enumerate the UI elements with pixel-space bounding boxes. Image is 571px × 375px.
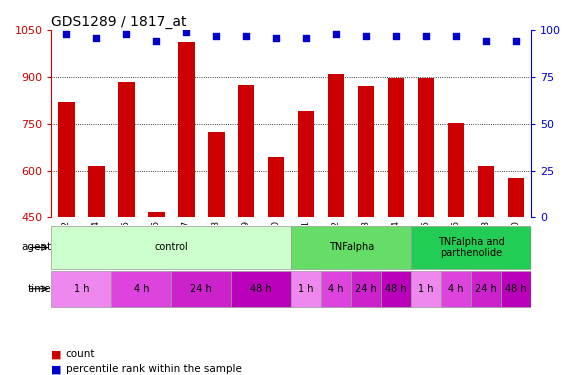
- Bar: [268, 156, 284, 358]
- Text: 48 h: 48 h: [251, 284, 272, 294]
- Bar: [358, 86, 375, 358]
- Text: 1 h: 1 h: [419, 284, 434, 294]
- Point: [152, 38, 161, 44]
- Bar: [508, 178, 524, 358]
- Text: time: time: [28, 284, 51, 294]
- Bar: [478, 166, 494, 358]
- Bar: [178, 42, 195, 358]
- Bar: [501, 271, 531, 307]
- Point: [122, 31, 131, 37]
- Bar: [51, 271, 111, 307]
- Bar: [231, 271, 291, 307]
- Text: agent: agent: [21, 243, 51, 252]
- Bar: [58, 102, 75, 358]
- Bar: [208, 132, 224, 358]
- Point: [392, 33, 401, 39]
- Point: [421, 33, 431, 39]
- Text: 4 h: 4 h: [134, 284, 149, 294]
- Text: 24 h: 24 h: [190, 284, 212, 294]
- Text: 24 h: 24 h: [355, 284, 377, 294]
- Point: [361, 33, 371, 39]
- Text: percentile rank within the sample: percentile rank within the sample: [66, 364, 242, 374]
- Text: 48 h: 48 h: [385, 284, 407, 294]
- Point: [332, 31, 341, 37]
- Text: 24 h: 24 h: [475, 284, 497, 294]
- Bar: [291, 226, 411, 269]
- Point: [242, 33, 251, 39]
- Text: 4 h: 4 h: [328, 284, 344, 294]
- Bar: [118, 81, 135, 358]
- Bar: [381, 271, 411, 307]
- Bar: [351, 271, 381, 307]
- Text: ■: ■: [51, 364, 62, 374]
- Text: ■: ■: [51, 350, 62, 359]
- Point: [92, 34, 101, 40]
- Text: 1 h: 1 h: [299, 284, 314, 294]
- Bar: [111, 271, 171, 307]
- Bar: [388, 78, 404, 358]
- Point: [272, 34, 281, 40]
- Bar: [418, 78, 435, 358]
- Point: [212, 33, 221, 39]
- Text: TNFalpha: TNFalpha: [328, 243, 374, 252]
- Text: 48 h: 48 h: [505, 284, 527, 294]
- Bar: [171, 271, 231, 307]
- Bar: [298, 111, 315, 358]
- Bar: [88, 166, 104, 358]
- Bar: [328, 74, 344, 358]
- Point: [301, 34, 311, 40]
- Text: control: control: [154, 243, 188, 252]
- Bar: [51, 226, 291, 269]
- Point: [452, 33, 461, 39]
- Bar: [448, 123, 464, 358]
- Text: 4 h: 4 h: [448, 284, 464, 294]
- Text: 1 h: 1 h: [74, 284, 89, 294]
- Bar: [148, 212, 164, 358]
- Bar: [441, 271, 471, 307]
- Point: [512, 38, 521, 44]
- Bar: [291, 271, 321, 307]
- Bar: [238, 85, 255, 358]
- Bar: [411, 271, 441, 307]
- Point: [62, 31, 71, 37]
- Point: [481, 38, 490, 44]
- Text: TNFalpha and
parthenolide: TNFalpha and parthenolide: [438, 237, 504, 258]
- Bar: [321, 271, 351, 307]
- Bar: [411, 226, 531, 269]
- Text: count: count: [66, 350, 95, 359]
- Bar: [471, 271, 501, 307]
- Text: GDS1289 / 1817_at: GDS1289 / 1817_at: [51, 15, 187, 29]
- Point: [182, 29, 191, 35]
